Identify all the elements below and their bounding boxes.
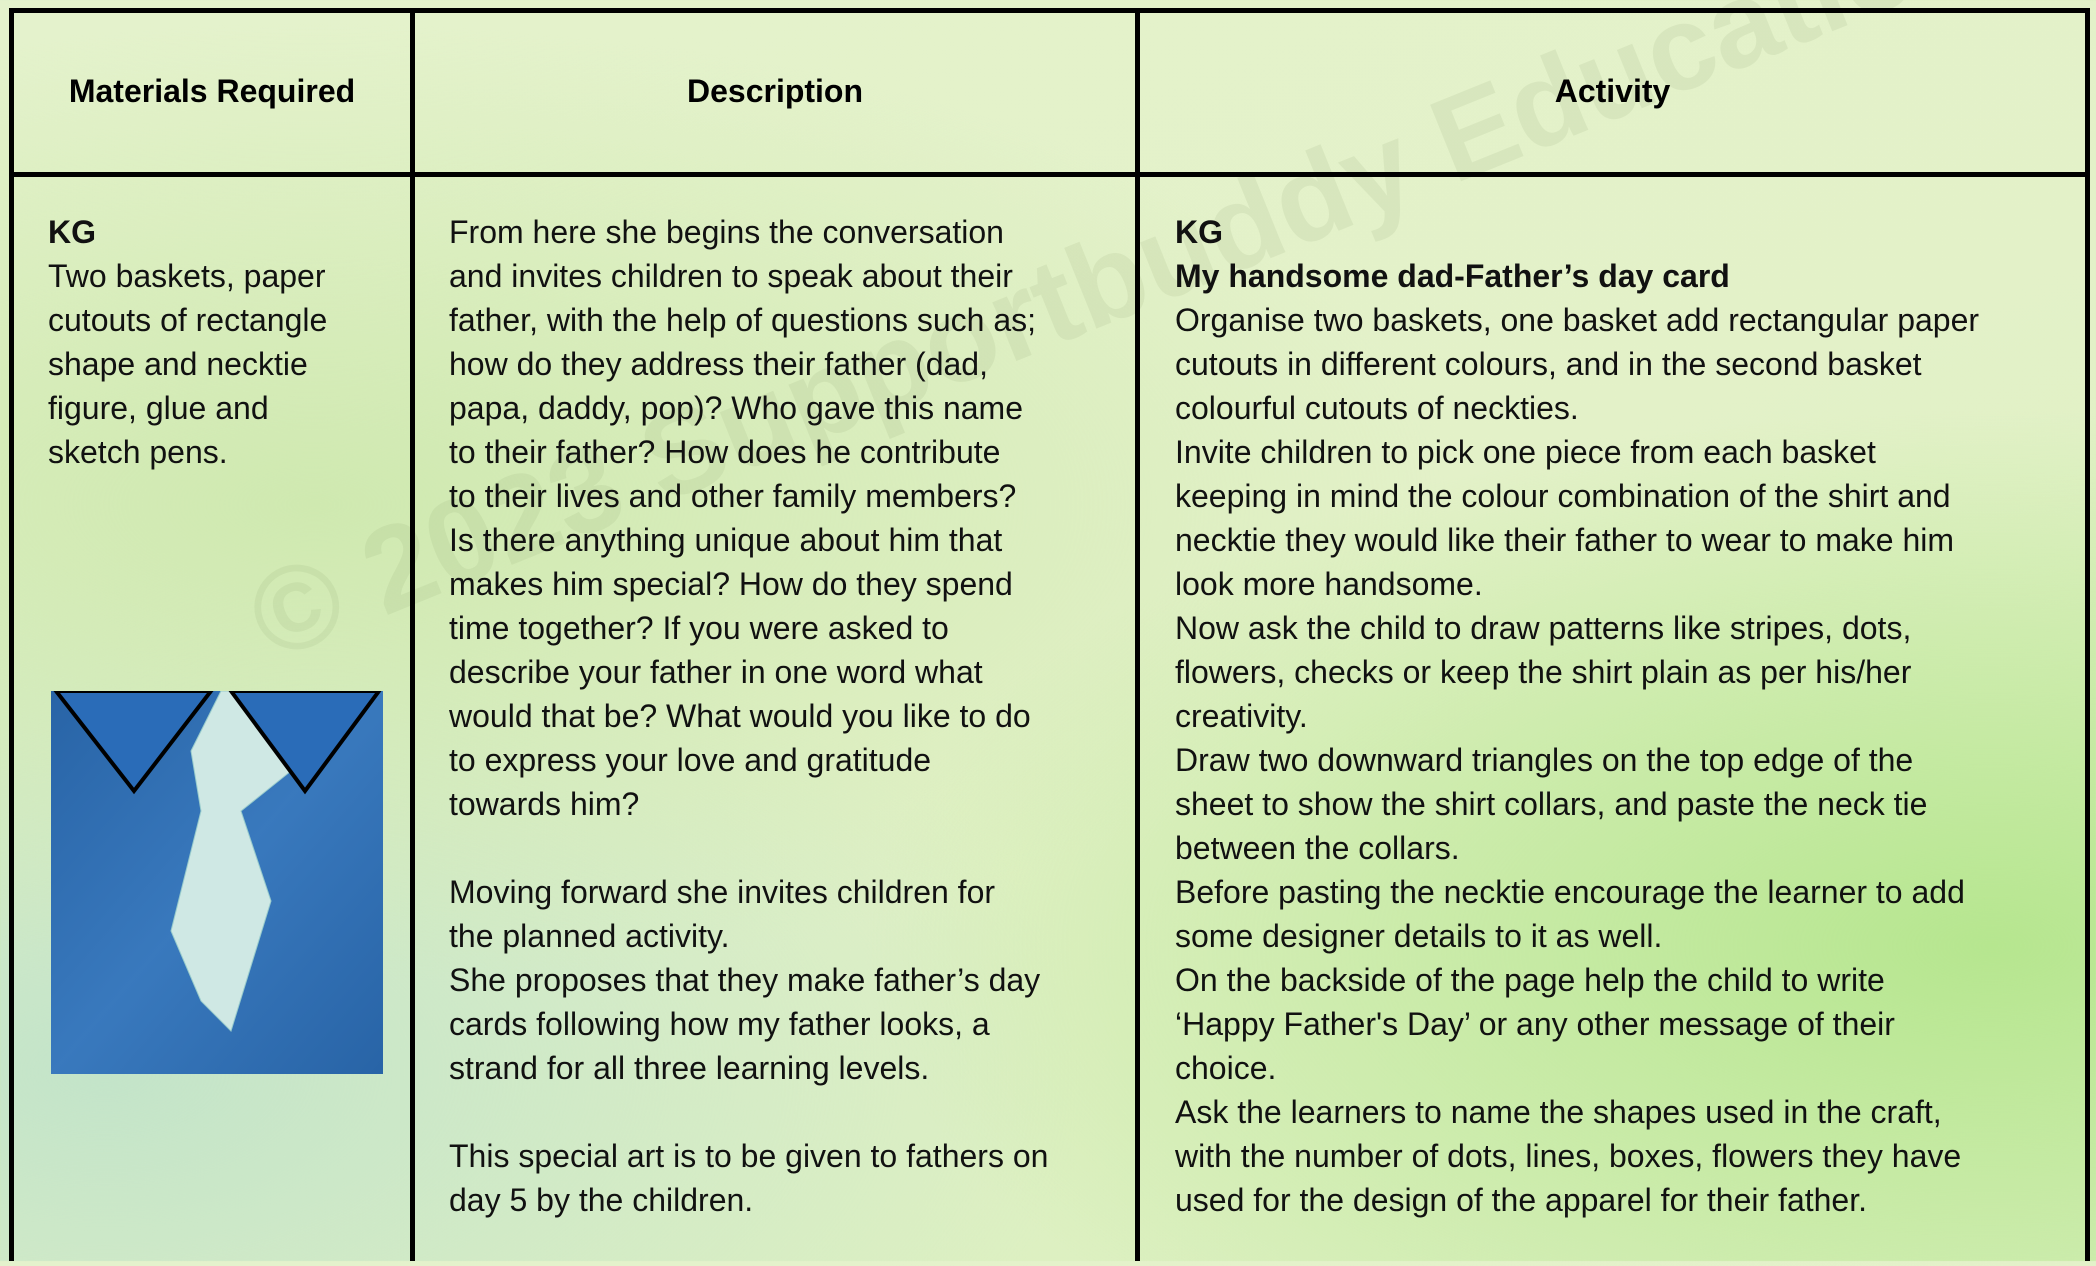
- text-line: ‘Happy Father's Day’ or any other messag…: [1175, 1006, 1895, 1042]
- text-line: to express your love and gratitude: [449, 742, 932, 778]
- text-line: day 5 by the children.: [449, 1182, 754, 1218]
- text-line: shape and necktie: [48, 346, 308, 382]
- table-border: [9, 8, 14, 1261]
- text-line: to their father? How does he contribute: [449, 434, 1001, 470]
- text-line: to their lives and other family members?: [449, 478, 1017, 514]
- header-cell: Activity: [1554, 73, 1671, 109]
- text-line: Ask the learners to name the shapes used…: [1175, 1094, 1942, 1130]
- table-border: [2085, 8, 2090, 1261]
- level: KG: [1175, 214, 1223, 250]
- text-line: cutouts of rectangle: [48, 302, 328, 338]
- text-line: makes him special? How do they spend: [449, 566, 1013, 602]
- description-cell: From here she begins the conversation and…: [449, 210, 1048, 1266]
- table-border: [11, 172, 2089, 177]
- text-line: would that be? What would you like to do: [449, 698, 1031, 734]
- text-line: creativity.: [1175, 698, 1308, 734]
- text-line: From here she begins the conversation: [449, 214, 1004, 250]
- collar: [53, 691, 214, 795]
- activity-cell: KG My handsome dad-Father’s day card Org…: [1175, 210, 1979, 1222]
- text-line: and invites children to speak about thei…: [449, 258, 1013, 294]
- paragraph: From here she begins the conversation and…: [449, 210, 1048, 826]
- text-line: the planned activity.: [449, 918, 730, 954]
- text-line: flowers, checks or keep the shirt plain …: [1175, 654, 1912, 690]
- text-line: Now ask the child to draw patterns like …: [1175, 610, 1912, 646]
- text-line: how do they address their father (dad,: [449, 346, 988, 382]
- text-line: Invite children to pick one piece from e…: [1175, 434, 1876, 470]
- text-line: father, with the help of questions such …: [449, 302, 1037, 338]
- table-border: [11, 8, 2089, 13]
- text-line: towards him?: [449, 786, 640, 822]
- text-line: papa, daddy, pop)? Who gave this name: [449, 390, 1023, 426]
- tie-image: [51, 691, 383, 1074]
- text-line: time together? If you were asked to: [449, 610, 949, 646]
- text-line: describe your father in one word what: [449, 654, 983, 690]
- text-line: Before pasting the necktie encourage the…: [1175, 874, 1965, 910]
- table-border: [1135, 8, 1140, 1261]
- text-line: On the backside of the page help the chi…: [1175, 962, 1885, 998]
- text-line: some designer details to it as well.: [1175, 918, 1663, 954]
- text-line: keeping in mind the colour combination o…: [1175, 478, 1951, 514]
- text-line: sketch pens.: [48, 434, 228, 470]
- text-line: Moving forward she invites children for: [449, 874, 996, 910]
- text-line: Two baskets, paper: [48, 258, 326, 294]
- text-line: She proposes that they make father’s day: [449, 962, 1041, 998]
- text-line: Organise two baskets, one basket add rec…: [1175, 302, 1980, 338]
- text-line: choice.: [1175, 1050, 1277, 1086]
- text-line: look more handsome.: [1175, 566, 1483, 602]
- paragraph: This special art is to be given to fathe…: [449, 1134, 1048, 1222]
- paragraph: Moving forward she invites children for t…: [449, 870, 1048, 1090]
- text-line: This special art is to be given to fathe…: [449, 1138, 1049, 1174]
- text-line: cards following how my father looks, a: [449, 1006, 990, 1042]
- text-line: figure, glue and: [48, 390, 269, 426]
- text-line: with the number of dots, lines, boxes, f…: [1175, 1138, 1962, 1174]
- text-line: colourful cutouts of neckties.: [1175, 390, 1579, 426]
- level: KG: [48, 214, 96, 250]
- text-line: sheet to show the shirt collars, and pas…: [1175, 786, 1928, 822]
- text-line: Is there anything unique about him that: [449, 522, 1003, 558]
- header-cell: Description: [686, 73, 864, 109]
- materials-cell: KG Two baskets, paper cutouts of rectangl…: [48, 210, 327, 474]
- table-border: [410, 8, 415, 1261]
- collar: [228, 691, 382, 795]
- text-line: Draw two downward triangles on the top e…: [1175, 742, 1914, 778]
- text-line: between the collars.: [1175, 830, 1460, 866]
- header-cell: Materials Required: [68, 73, 356, 109]
- text-line: used for the design of the apparel for t…: [1175, 1182, 1867, 1218]
- text-line: strand for all three learning levels.: [449, 1050, 930, 1086]
- activity-title: My handsome dad-Father’s day card: [1175, 258, 1730, 294]
- text-line: cutouts in different colours, and in the…: [1175, 346, 1922, 382]
- text-line: necktie they would like their father to …: [1175, 522, 1955, 558]
